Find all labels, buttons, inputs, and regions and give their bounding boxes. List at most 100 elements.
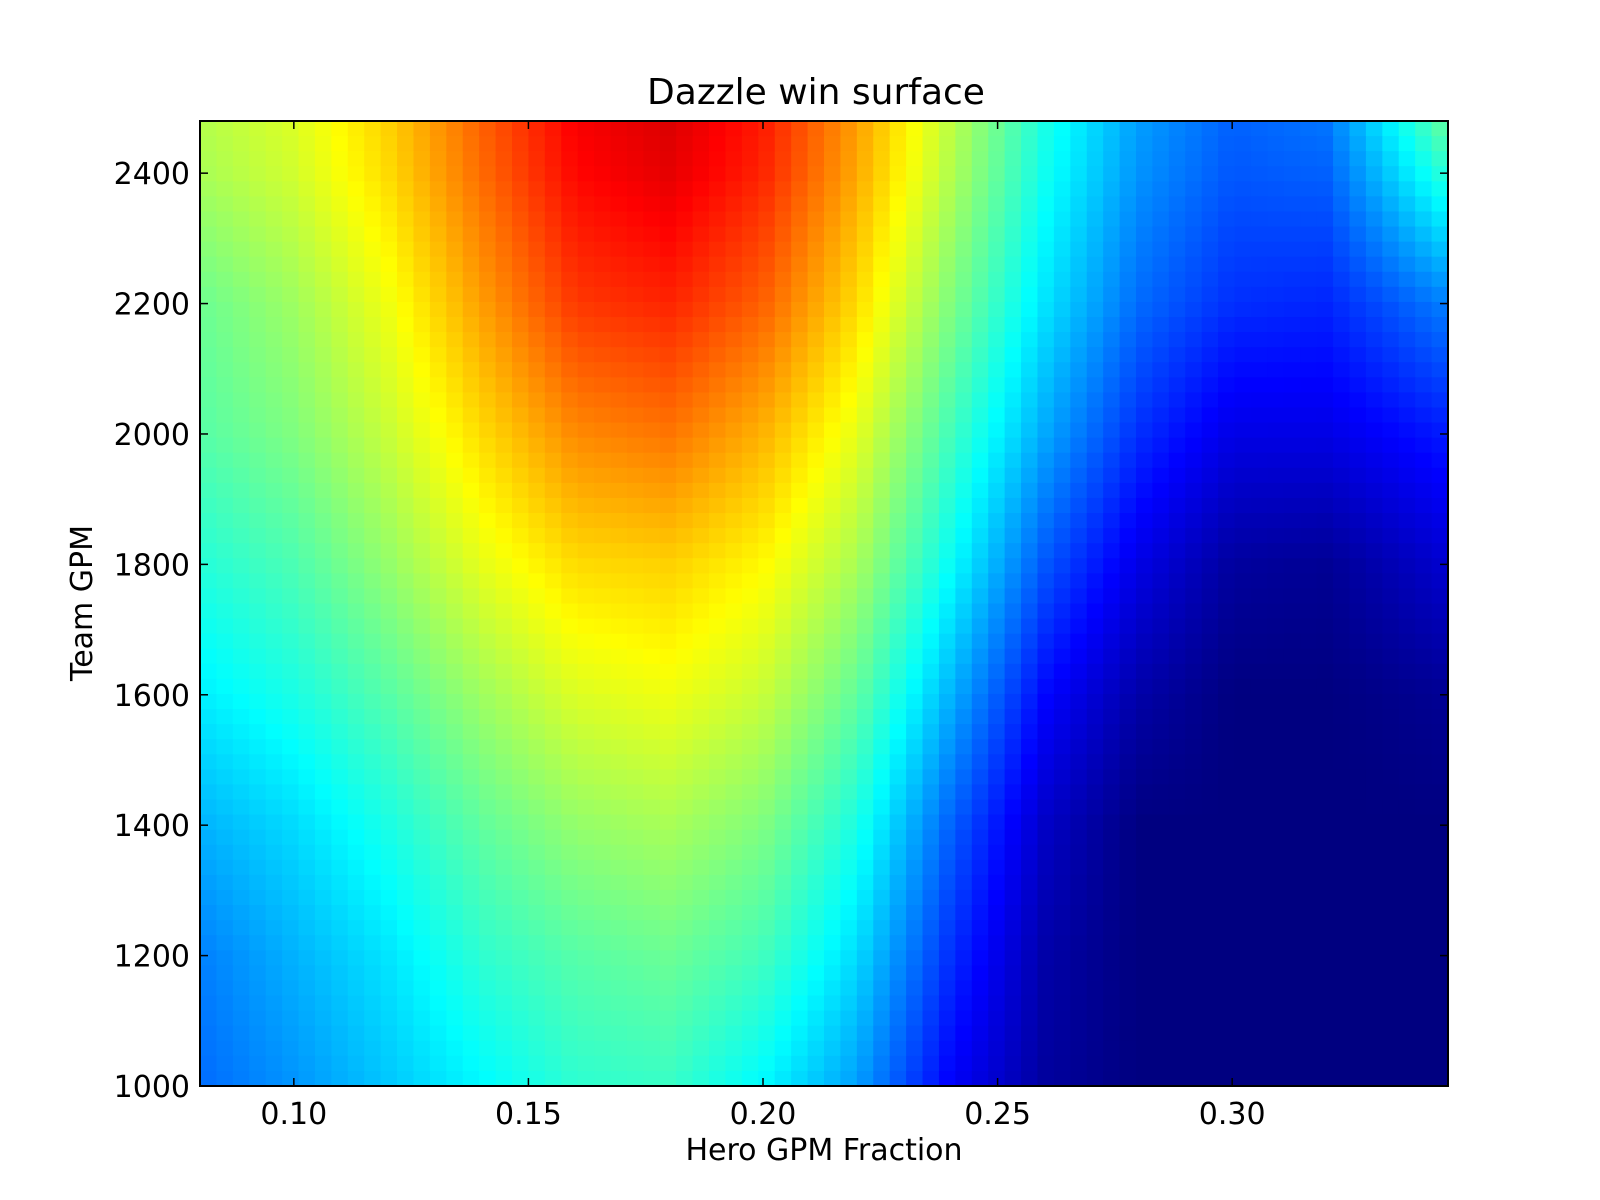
heatmap-cell — [265, 1010, 283, 1027]
heatmap-cell — [1283, 1070, 1301, 1087]
heatmap-cell — [725, 739, 743, 755]
heatmap-cell — [380, 1055, 398, 1072]
heatmap-cell — [725, 317, 743, 333]
heatmap-cell — [1398, 256, 1416, 273]
heatmap-cell — [594, 693, 612, 710]
heatmap-cell — [1201, 859, 1219, 876]
heatmap-cell — [1365, 407, 1383, 424]
heatmap-cell — [758, 724, 776, 740]
heatmap-cell — [1168, 724, 1186, 740]
heatmap-cell — [1021, 437, 1039, 454]
heatmap-cell — [216, 724, 234, 740]
heatmap-cell — [1250, 829, 1268, 846]
heatmap-cell — [232, 332, 250, 348]
heatmap-cell — [1349, 392, 1367, 409]
heatmap-cell — [364, 648, 382, 665]
heatmap-cell — [1431, 603, 1449, 620]
heatmap-cell — [528, 196, 546, 213]
heatmap-cell — [347, 1010, 365, 1027]
heatmap-cell — [1053, 1040, 1071, 1057]
heatmap-cell — [528, 513, 546, 529]
heatmap-cell — [676, 693, 694, 710]
heatmap-cell — [1333, 724, 1351, 740]
heatmap-cell — [200, 136, 218, 152]
heatmap-cell — [1316, 739, 1334, 755]
heatmap-cell — [1201, 588, 1219, 605]
heatmap-cell — [544, 950, 562, 966]
heatmap-cell — [413, 301, 431, 318]
heatmap-cell — [479, 181, 497, 197]
heatmap-cell — [249, 980, 267, 997]
heatmap-cell — [1086, 151, 1104, 167]
heatmap-cell — [791, 241, 809, 258]
heatmap-cell — [1185, 301, 1203, 318]
heatmap-cell — [725, 1025, 743, 1042]
heatmap-cell — [840, 724, 858, 740]
heatmap-cell — [594, 678, 612, 695]
heatmap-cell — [380, 467, 398, 484]
heatmap-cell — [791, 377, 809, 394]
heatmap-cell — [1316, 1040, 1334, 1057]
heatmap-cell — [840, 905, 858, 921]
heatmap-cell — [1333, 226, 1351, 243]
heatmap-cell — [807, 467, 825, 484]
heatmap-cell — [1300, 950, 1318, 966]
heatmap-cell — [856, 467, 874, 484]
heatmap-cell — [1283, 739, 1301, 755]
heatmap-cell — [1037, 920, 1055, 936]
heatmap-cell — [938, 784, 956, 801]
heatmap-cell — [1267, 121, 1285, 137]
heatmap-cell — [955, 724, 973, 740]
heatmap-cell — [380, 226, 398, 243]
heatmap-cell — [1136, 437, 1154, 454]
heatmap-cell — [413, 588, 431, 605]
x-tick-label: 0.20 — [730, 1097, 797, 1132]
heatmap-cell — [462, 1070, 480, 1087]
heatmap-cell — [512, 121, 530, 137]
heatmap-cell — [1004, 844, 1022, 861]
heatmap-cell — [1234, 392, 1252, 409]
heatmap-cell — [1349, 1010, 1367, 1027]
heatmap-cell — [347, 166, 365, 182]
heatmap-cell — [922, 241, 940, 258]
heatmap-cell — [610, 437, 628, 454]
heatmap-cell — [561, 181, 579, 197]
heatmap-cell — [626, 905, 644, 921]
heatmap-cell — [1250, 814, 1268, 831]
heatmap-cell — [265, 920, 283, 936]
heatmap-cell — [1267, 693, 1285, 710]
heatmap-cell — [462, 859, 480, 876]
heatmap-cell — [347, 271, 365, 288]
heatmap-cell — [1267, 317, 1285, 333]
heatmap-cell — [1382, 995, 1400, 1012]
heatmap-cell — [216, 859, 234, 876]
heatmap-cell — [1382, 965, 1400, 982]
heatmap-cell — [856, 422, 874, 439]
heatmap-cell — [446, 980, 464, 997]
heatmap-cell — [282, 799, 300, 816]
heatmap-cell — [1250, 513, 1268, 529]
heatmap-cell — [659, 377, 677, 394]
heatmap-cell — [314, 407, 332, 424]
heatmap-cell — [692, 482, 710, 499]
heatmap-cell — [1365, 362, 1383, 378]
heatmap-cell — [741, 693, 759, 710]
heatmap-cell — [314, 497, 332, 514]
heatmap-cell — [495, 377, 513, 394]
heatmap-cell — [659, 271, 677, 288]
heatmap-cell — [380, 286, 398, 303]
heatmap-cell — [462, 497, 480, 514]
heatmap-cell — [955, 950, 973, 966]
heatmap-cell — [364, 166, 382, 182]
heatmap-cell — [1168, 814, 1186, 831]
heatmap-cell — [528, 814, 546, 831]
heatmap-cell — [429, 709, 447, 725]
heatmap-cell — [380, 784, 398, 801]
heatmap-cell — [298, 256, 316, 273]
heatmap-cell — [232, 1025, 250, 1042]
heatmap-cell — [741, 709, 759, 725]
heatmap-cell — [1021, 1055, 1039, 1072]
heatmap-cell — [1103, 724, 1121, 740]
heatmap-cell — [446, 332, 464, 348]
heatmap-cell — [200, 482, 218, 499]
